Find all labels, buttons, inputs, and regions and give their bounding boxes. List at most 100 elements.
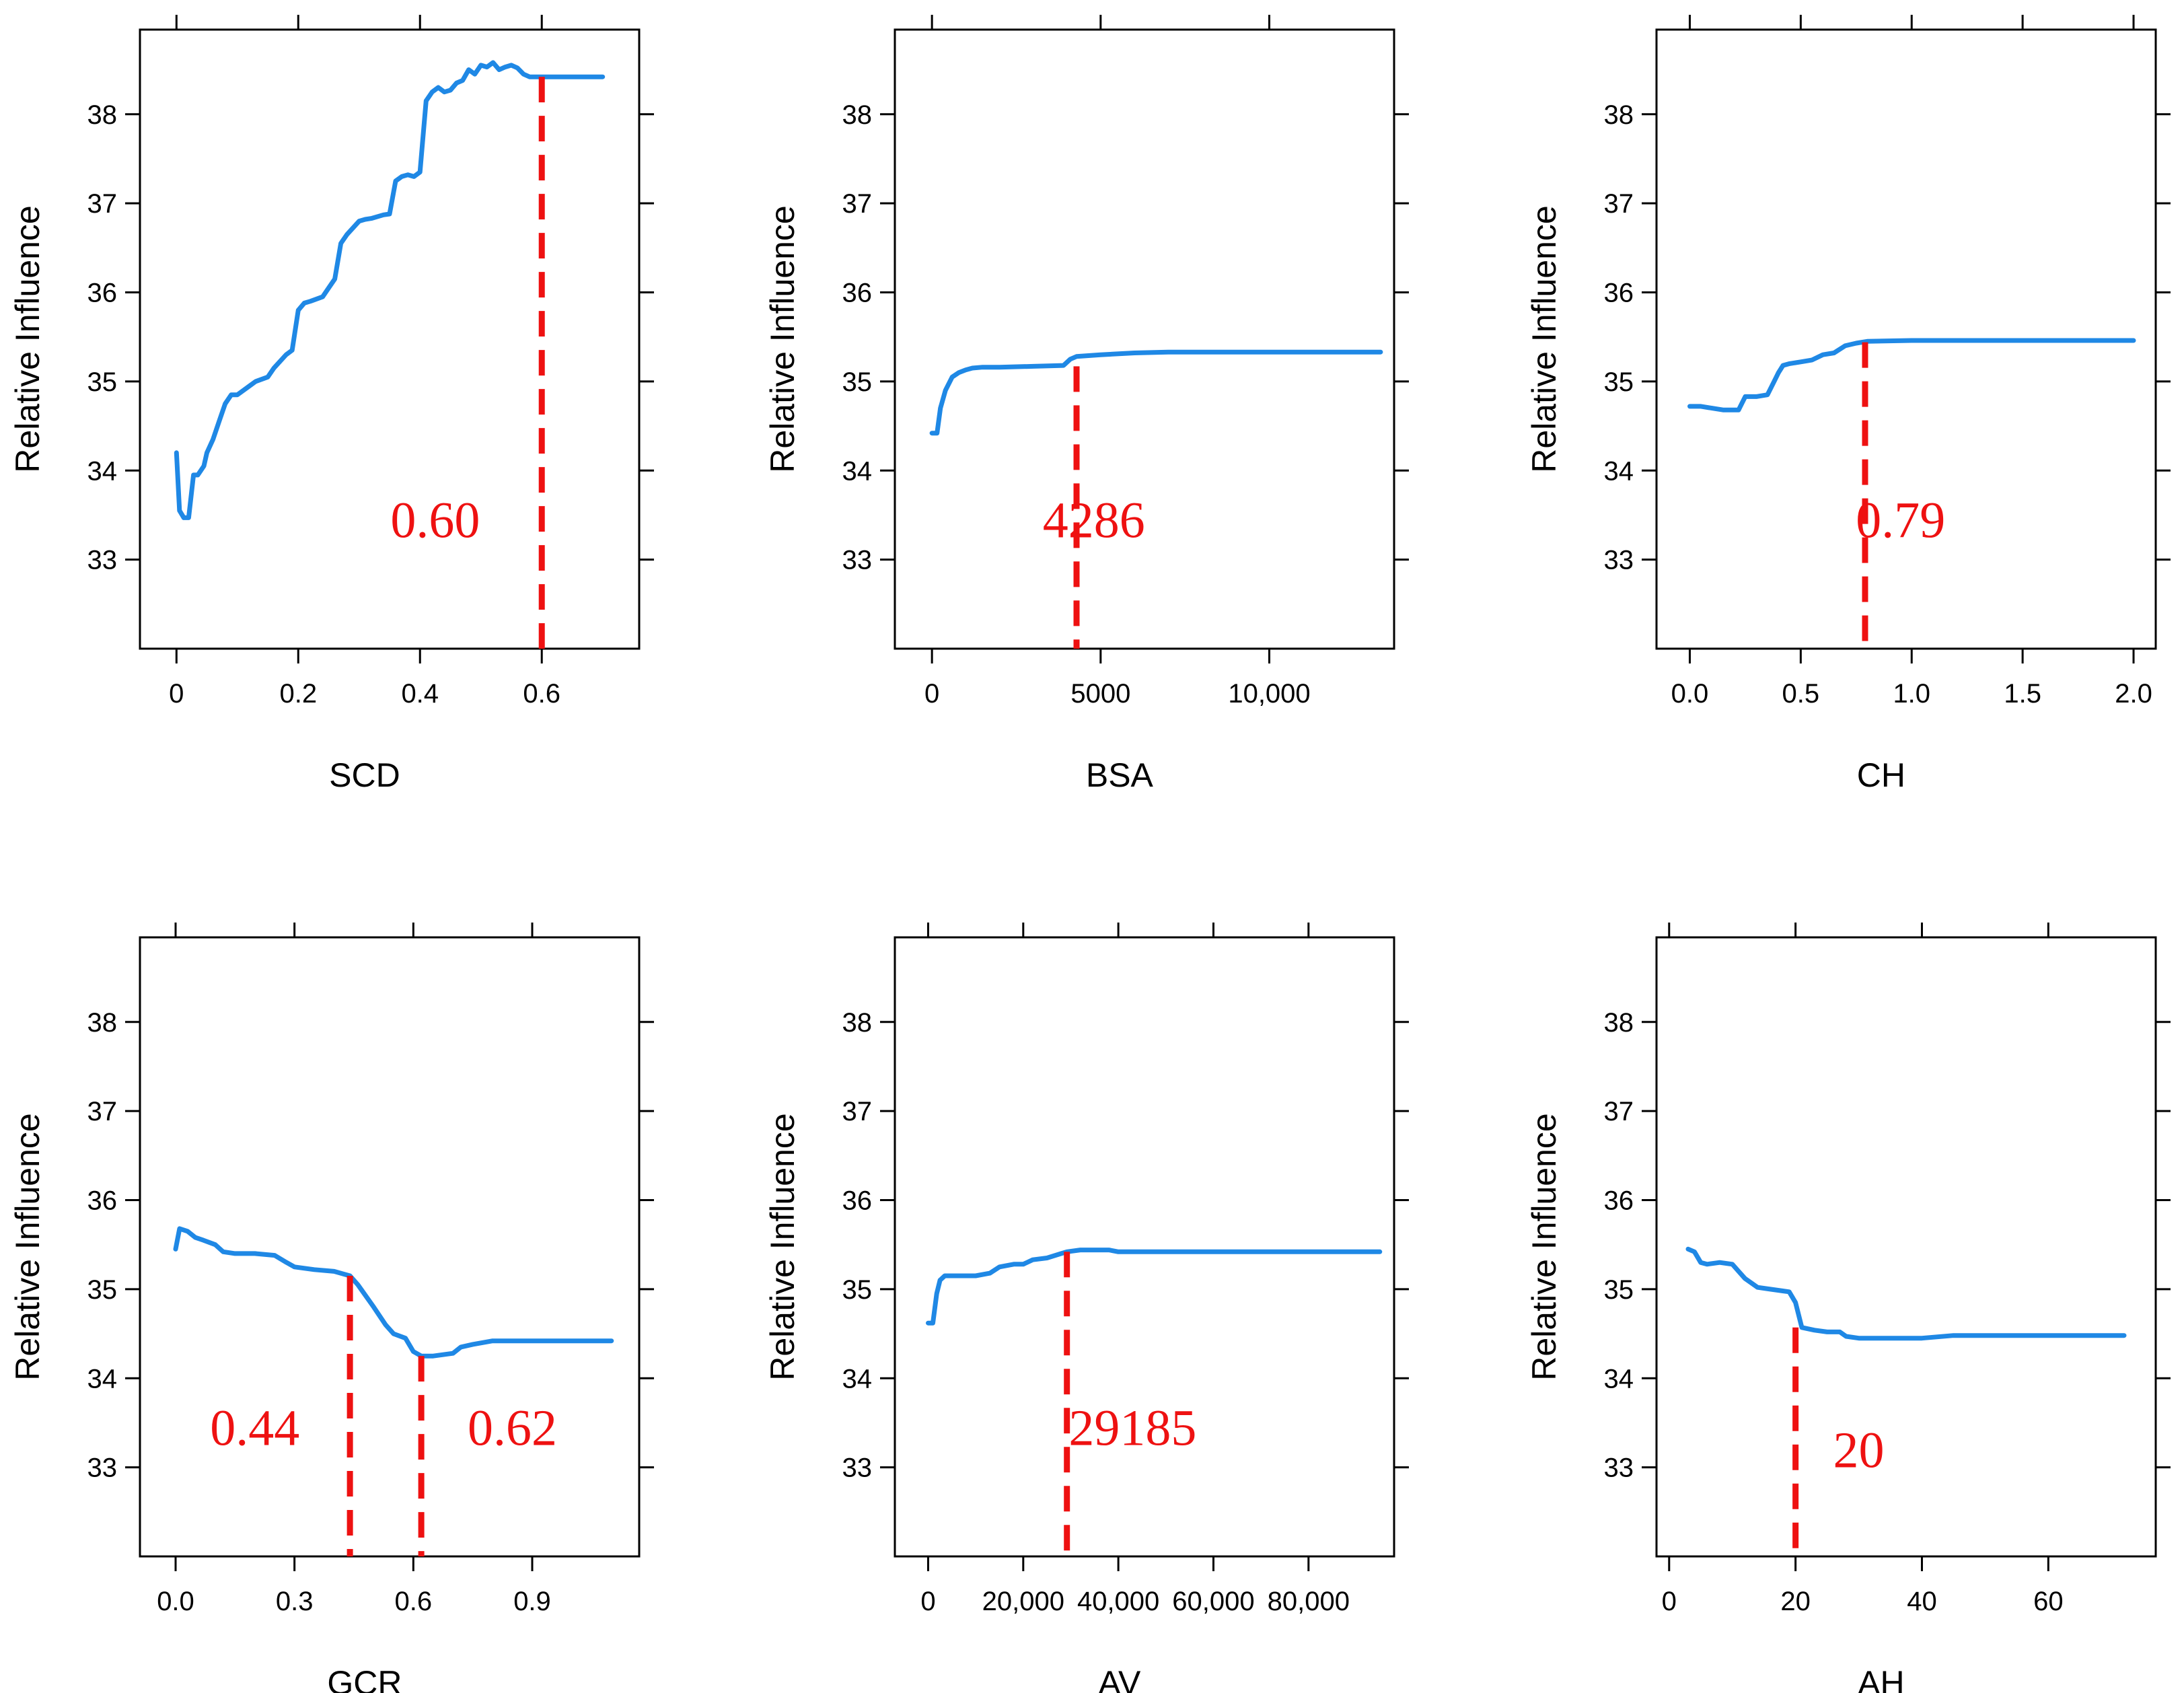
y-axis-title: Relative Influence xyxy=(9,1113,46,1380)
x-axis-title: SCD xyxy=(329,756,400,794)
y-axis-title: Relative Influence xyxy=(764,1113,801,1380)
x-tick-label: 0 xyxy=(169,679,184,709)
y-tick-label: 37 xyxy=(1604,189,1634,219)
y-tick-label: 38 xyxy=(1604,100,1634,130)
x-tick-label: 0.4 xyxy=(401,679,439,709)
threshold-label: 4286 xyxy=(1043,493,1145,549)
panel-gcr: 0.0 0.3 0.6 0.9 33 34 35 36 37 38 GCR Relative Infl… xyxy=(9,923,654,1693)
x-tick-label: 40 xyxy=(1907,1587,1937,1616)
x-tick-label: 20 xyxy=(1780,1587,1811,1616)
y-tick-label: 33 xyxy=(87,1453,118,1483)
y-tick-label: 34 xyxy=(1604,456,1634,486)
x-tick-label: 80,000 xyxy=(1268,1587,1350,1616)
plot-frame xyxy=(894,28,1395,650)
x-tick-label: 0 xyxy=(1662,1587,1677,1616)
plot-frame xyxy=(894,936,1395,1558)
x-tick-label: 0.3 xyxy=(276,1587,314,1616)
x-tick-label: 0 xyxy=(920,1587,935,1616)
x-tick-label: 5000 xyxy=(1070,679,1130,709)
x-tick-label: 10,000 xyxy=(1228,679,1310,709)
x-axis-title: GCR xyxy=(327,1664,402,1693)
x-tick-label: 0.2 xyxy=(279,679,317,709)
y-tick-label: 34 xyxy=(87,456,118,486)
y-tick-label: 34 xyxy=(842,1364,873,1394)
x-tick-label: 0.0 xyxy=(1671,679,1709,709)
y-tick-label: 35 xyxy=(87,367,118,397)
y-tick-label: 35 xyxy=(1604,1275,1634,1305)
x-axis-title: BSA xyxy=(1086,756,1154,794)
threshold-label: 0.44 xyxy=(210,1400,299,1457)
partial-dependence-curve xyxy=(929,349,1383,436)
y-tick-label: 37 xyxy=(87,1097,118,1126)
y-axis-title: Relative Influence xyxy=(9,205,46,472)
x-tick-label: 0 xyxy=(924,679,939,709)
x-tick-label: 0.9 xyxy=(513,1587,551,1616)
y-tick-label: 34 xyxy=(87,1364,118,1394)
y-axis-title: Relative Influence xyxy=(1525,1113,1563,1380)
y-tick-label: 36 xyxy=(842,1186,873,1216)
panel-scd: 0 0.2 0.4 0.6 33 34 35 36 37 38 SCD Relative Influe… xyxy=(9,15,654,794)
x-tick-label: 20,000 xyxy=(982,1587,1064,1616)
x-tick-label: 60 xyxy=(2033,1587,2064,1616)
y-tick-label: 34 xyxy=(1604,1364,1634,1394)
partial-dependence-curve xyxy=(174,60,606,520)
y-tick-label: 36 xyxy=(87,1186,118,1216)
y-tick-label: 36 xyxy=(1604,279,1634,308)
y-tick-label: 38 xyxy=(1604,1008,1634,1038)
y-axis-title: Relative Influence xyxy=(764,205,801,472)
panel-bsa: 0 5000 10,000 33 34 35 36 37 38 BSA Relative Influ… xyxy=(764,15,1409,794)
x-tick-label: 0.6 xyxy=(395,1587,433,1616)
y-tick-label: 35 xyxy=(842,1275,873,1305)
x-axis-title: CH xyxy=(1857,756,1905,794)
x-axis-title: AV xyxy=(1098,1664,1141,1693)
x-tick-label: 1.5 xyxy=(2004,679,2041,709)
partial-dependence-curve xyxy=(1687,338,2136,412)
y-tick-label: 38 xyxy=(87,1008,118,1038)
panel-ch: 0.0 0.5 1.0 1.5 2.0 33 34 35 36 37 38 CH Relative In… xyxy=(1525,15,2171,794)
y-tick-label: 37 xyxy=(1604,1097,1634,1126)
plot-frame xyxy=(1655,936,2157,1558)
y-tick-label: 33 xyxy=(1604,1453,1634,1483)
y-tick-label: 38 xyxy=(842,100,873,130)
y-tick-label: 37 xyxy=(842,1097,873,1126)
y-axis-title: Relative Influence xyxy=(1525,205,1563,472)
x-tick-label: 40,000 xyxy=(1077,1587,1159,1616)
y-tick-label: 35 xyxy=(87,1275,118,1305)
threshold-label: 29185 xyxy=(1068,1400,1196,1457)
y-tick-label: 36 xyxy=(842,279,873,308)
plot-frame xyxy=(1655,28,2157,650)
panel-av: 0 20,000 40,000 60,000 80,000 33 34 35 36 37 38 AV R… xyxy=(764,923,1409,1693)
partial-dependence-curve xyxy=(173,1226,614,1359)
x-tick-label: 1.0 xyxy=(1893,679,1930,709)
partial-dependence-curve xyxy=(1685,1246,2127,1341)
y-tick-label: 36 xyxy=(87,279,118,308)
threshold-label: 20 xyxy=(1833,1422,1885,1479)
y-tick-label: 33 xyxy=(87,546,118,575)
y-tick-label: 33 xyxy=(1604,546,1634,575)
y-tick-label: 35 xyxy=(1604,367,1634,397)
y-tick-label: 37 xyxy=(842,189,873,219)
y-tick-label: 34 xyxy=(842,456,873,486)
x-tick-label: 0.5 xyxy=(1782,679,1820,709)
panel-ah: 0 20 40 60 33 34 35 36 37 38 AH Relative Influence 2… xyxy=(1525,923,2171,1693)
y-tick-label: 36 xyxy=(1604,1186,1634,1216)
y-tick-label: 37 xyxy=(87,189,118,219)
y-tick-label: 33 xyxy=(842,546,873,575)
y-tick-label: 35 xyxy=(842,367,873,397)
y-tick-label: 33 xyxy=(842,1453,873,1483)
x-axis-title: AH xyxy=(1858,1664,1904,1693)
x-tick-label: 0.6 xyxy=(523,679,560,709)
threshold-label: 0.79 xyxy=(1856,493,1945,549)
x-tick-label: 0.0 xyxy=(157,1587,194,1616)
y-tick-label: 38 xyxy=(87,100,118,130)
partial-dependence-curve xyxy=(926,1248,1383,1326)
threshold-label: 0.60 xyxy=(390,493,480,549)
plot-frame xyxy=(139,28,641,650)
y-tick-label: 38 xyxy=(842,1008,873,1038)
threshold-label: 0.62 xyxy=(468,1400,557,1457)
x-tick-label: 60,000 xyxy=(1172,1587,1254,1616)
x-tick-label: 2.0 xyxy=(2115,679,2152,709)
plot-frame xyxy=(139,936,641,1558)
